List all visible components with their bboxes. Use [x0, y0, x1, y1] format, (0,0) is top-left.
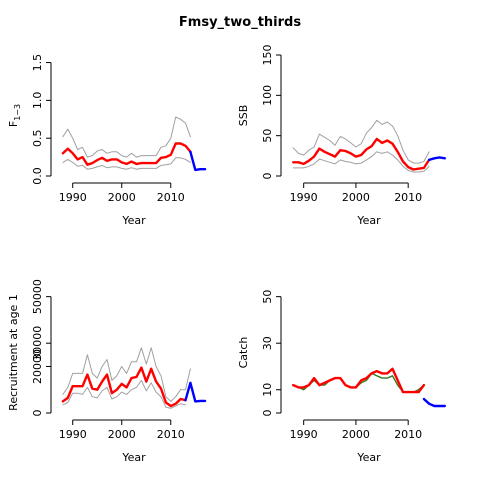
- x-tick-label: 2010: [157, 428, 185, 441]
- y-tick-label: 20000: [31, 349, 44, 384]
- x-axis-title: Year: [356, 214, 381, 227]
- y-tick-label: 30: [261, 336, 274, 350]
- figure-title: Fmsy_two_thirds: [179, 15, 301, 30]
- series-projection_upper-line: [185, 368, 191, 391]
- series-lower-line: [62, 157, 191, 170]
- panel-f: 1990 2000 2010 0.0 0.5 1.0 1.5 Year F1−3: [7, 54, 207, 227]
- y-tick-label: 0.5: [31, 129, 44, 147]
- y-tick-label: 0: [261, 173, 274, 180]
- y-tick-label: 50: [261, 290, 274, 304]
- series-upper-line: [62, 116, 191, 158]
- series-median-line: [61, 366, 187, 408]
- y-tick-label: 1.0: [31, 92, 44, 110]
- x-tick-label: 1990: [59, 191, 87, 204]
- y-tick-label: 50: [261, 129, 274, 143]
- x-tick-label: 2010: [157, 191, 185, 204]
- series-projection-line: [427, 156, 446, 162]
- series-projection-line: [189, 150, 207, 172]
- y-tick-label: 0.0: [31, 167, 44, 185]
- series-median-line: [292, 367, 426, 394]
- x-tick-label: 2000: [108, 191, 136, 204]
- series-median-line: [292, 137, 431, 171]
- y-tick-label: 100: [261, 85, 274, 106]
- series-lower-line: [62, 379, 186, 409]
- y-tick-label: 150: [261, 45, 274, 66]
- y-axis-title: SSB: [237, 105, 250, 127]
- x-axis-title: Year: [356, 451, 381, 464]
- series-lower-line: [292, 151, 430, 173]
- series-upper-line: [292, 119, 430, 164]
- x-tick-label: 2010: [394, 191, 422, 204]
- y-tick-label: 0: [31, 410, 44, 417]
- y-tick-label: 30000: [31, 326, 44, 361]
- y-axis-title: F1−3: [7, 104, 22, 127]
- series-median-line: [61, 142, 192, 166]
- x-tick-label: 2000: [342, 191, 370, 204]
- y-tick-label: 0: [261, 410, 274, 417]
- x-tick-label: 2010: [394, 428, 422, 441]
- x-tick-label: 1990: [59, 428, 87, 441]
- x-axis-title: Year: [121, 214, 146, 227]
- x-tick-label: 1990: [290, 191, 318, 204]
- series-projection-line: [422, 397, 446, 408]
- x-tick-label: 1990: [290, 428, 318, 441]
- panel-ssb: 1990 2000 2010 0 50 100 150 Year SSB: [237, 45, 446, 227]
- series-upper-line: [62, 347, 186, 402]
- panel-catch: 1990 2000 2010 0 10 30 50 Year Catch: [237, 290, 446, 464]
- x-tick-label: 2000: [108, 428, 136, 441]
- y-axis-title: Recruitment at age 1: [7, 294, 20, 411]
- y-tick-label: 1.5: [31, 54, 44, 72]
- y-tick-label: 50000: [31, 279, 44, 314]
- y-axis-title-subscript: 1−3: [13, 104, 22, 121]
- x-axis-title: Year: [121, 451, 146, 464]
- y-tick-label: 10: [261, 383, 274, 397]
- series-projection-line: [184, 381, 207, 403]
- x-tick-label: 2000: [342, 428, 370, 441]
- y-axis-title: Catch: [237, 337, 250, 369]
